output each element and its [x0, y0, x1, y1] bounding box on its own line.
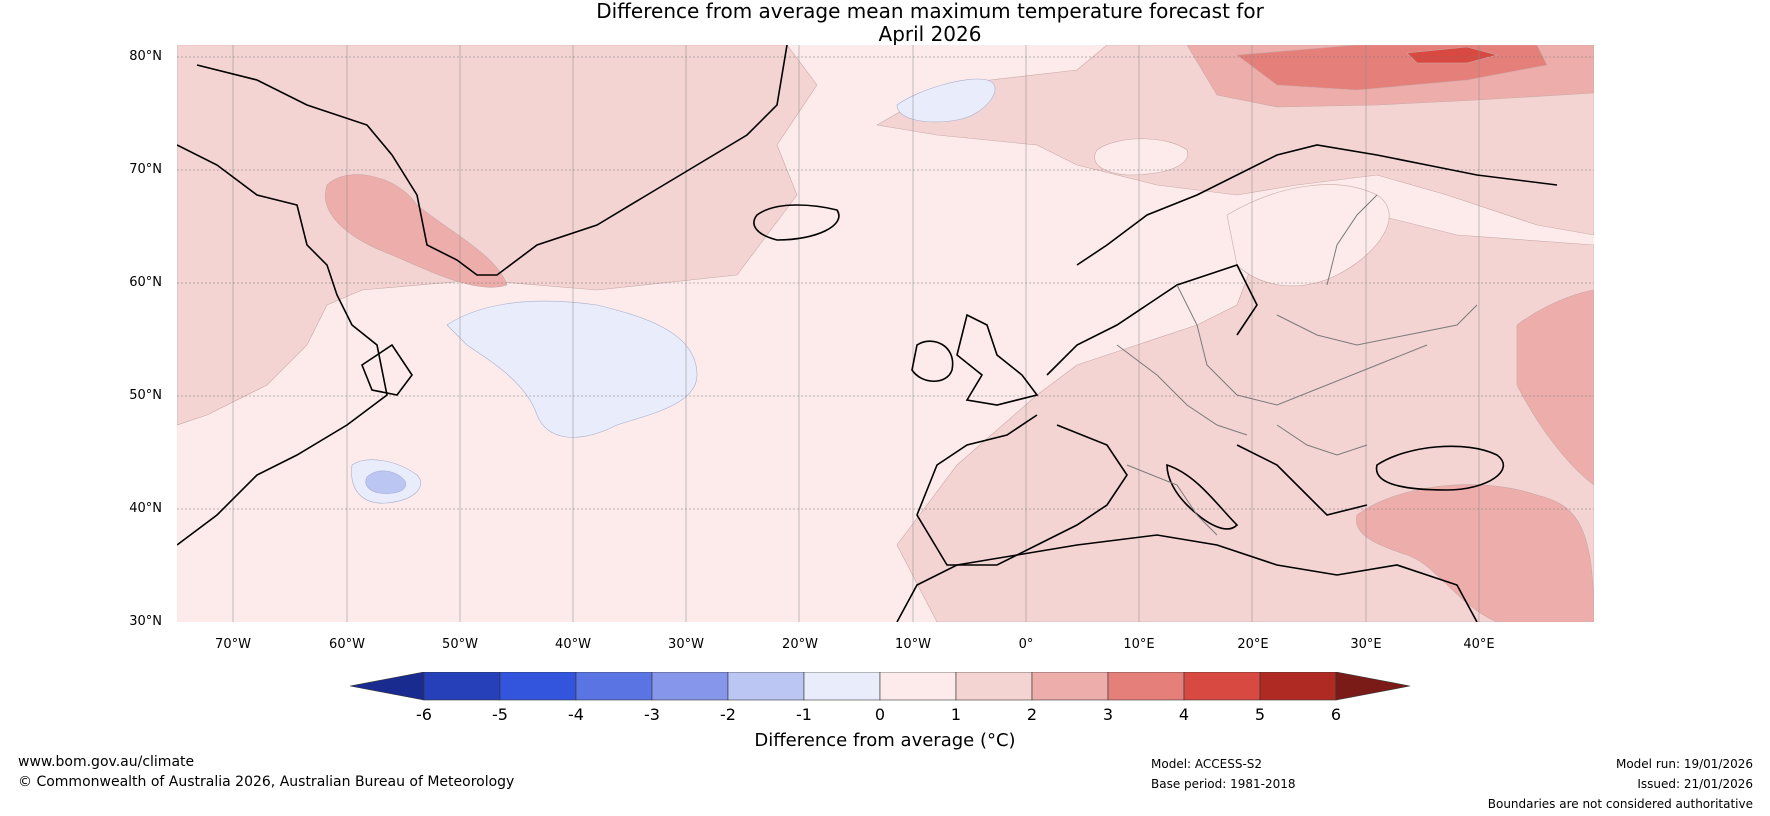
- colorbar-segment: [1183, 672, 1261, 701]
- colorbar-tick-label: -5: [492, 705, 508, 724]
- colorbar-segment: [423, 672, 501, 701]
- lon-label-60w: 60°W: [329, 637, 365, 652]
- anomaly-4-5-northeast: [1406, 46, 1499, 64]
- colorbar-tick-label: -1: [796, 705, 812, 724]
- footer-base-period: Base period: 1981-2018: [1151, 777, 1296, 791]
- colorbar-segment: [955, 672, 1033, 701]
- anomaly-0-1-scandinavia: [1226, 184, 1390, 287]
- lon-label-20w: 20°W: [782, 637, 818, 652]
- anomaly-2-3-labrador: [325, 174, 508, 288]
- lon-label-0: 0°: [1018, 637, 1034, 652]
- colorbar-tick-label: -4: [568, 705, 584, 724]
- lat-label-40n: 40°N: [129, 501, 162, 516]
- lon-label-70w: 70°W: [215, 637, 251, 652]
- colorbar-tick-label: 1: [950, 705, 962, 724]
- colorbar: [350, 672, 1411, 701]
- footer-model: Model: ACCESS-S2: [1151, 757, 1263, 771]
- anomaly-neg1-0-central: [446, 300, 698, 438]
- lat-label-60n: 60°N: [129, 275, 162, 290]
- footer-disclaimer: Boundaries are not considered authoritat…: [1487, 797, 1753, 811]
- black-sea-coast: [1375, 445, 1504, 491]
- meridians: [232, 45, 1480, 622]
- map-title: Difference from average mean maximum tem…: [0, 0, 1770, 46]
- colorbar-tick-label: 6: [1330, 705, 1342, 724]
- lon-label-10w: 10°W: [895, 637, 931, 652]
- colorbar-tick-label: -6: [416, 705, 432, 724]
- anomaly-0-1-arctic-lens: [1094, 138, 1188, 176]
- colorbar-segment: [575, 672, 653, 701]
- colorbar-tick-label: 5: [1254, 705, 1266, 724]
- country-borders: [1116, 194, 1478, 536]
- lon-label-40w: 40°W: [555, 637, 591, 652]
- canada-coast: [177, 144, 388, 546]
- colorbar-segment: [803, 672, 881, 701]
- anomaly-2-3-east: [1356, 484, 1594, 622]
- britain-coast: [956, 313, 1039, 406]
- colorbar-segment: [1259, 672, 1337, 701]
- africa-coast: [896, 534, 1478, 622]
- colorbar-segment: [1031, 672, 1109, 701]
- colorbar-tick-label: 2: [1026, 705, 1038, 724]
- footer-issued: Issued: 21/01/2026: [1637, 777, 1753, 791]
- italy-coast: [1166, 463, 1239, 530]
- colorbar-segment: [651, 672, 729, 701]
- colorbar-tick-label: 0: [874, 705, 886, 724]
- newfoundland-coast: [361, 343, 413, 396]
- iceland-coast: [753, 204, 840, 241]
- lon-label-10e: 10°E: [1123, 637, 1155, 652]
- colorbar-segment: [499, 672, 577, 701]
- anomaly-2-3-russia: [1516, 289, 1594, 486]
- norway-coast: [1076, 144, 1558, 266]
- forecast-map: [177, 45, 1594, 622]
- colorbar-tick-label: 3: [1102, 705, 1114, 724]
- lat-label-70n: 70°N: [129, 162, 162, 177]
- colorbar-extend-low: [350, 672, 425, 701]
- lon-label-20e: 20°E: [1237, 637, 1269, 652]
- footer-copyright: © Commonwealth of Australia 2026, Austra…: [18, 774, 515, 790]
- coastlines: [177, 45, 1558, 622]
- map-svg: [177, 45, 1594, 622]
- anomaly-neg1-0-arctic: [896, 78, 996, 123]
- lat-label-30n: 30°N: [129, 614, 162, 629]
- iberia-coast: [916, 414, 1128, 566]
- colorbar-segment: [879, 672, 957, 701]
- greenland-coast: [196, 45, 788, 276]
- lon-label-50w: 50°W: [442, 637, 478, 652]
- lon-label-30w: 30°W: [668, 637, 704, 652]
- colorbar-segment: [727, 672, 805, 701]
- colorbar-extend-high: [1335, 672, 1411, 701]
- ireland-coast: [911, 340, 954, 383]
- lat-label-80n: 80°N: [129, 49, 162, 64]
- colorbar-label: Difference from average (°C): [754, 730, 1016, 751]
- lat-label-50n: 50°N: [129, 388, 162, 403]
- footer-model-run: Model run: 19/01/2026: [1615, 757, 1753, 771]
- colorbar-tick-label: -3: [644, 705, 660, 724]
- lon-label-30e: 30°E: [1350, 637, 1382, 652]
- colorbar-tick-label: -2: [720, 705, 736, 724]
- colorbar-tick-label: 4: [1178, 705, 1190, 724]
- anomaly-neg2-neg1-west: [365, 470, 406, 494]
- title-line-1: Difference from average mean maximum tem…: [596, 0, 1264, 23]
- graticule: [177, 56, 1594, 510]
- footer-site: www.bom.gov.au/climate: [18, 754, 195, 770]
- balkans-coast: [1236, 444, 1368, 516]
- lon-label-40e: 40°E: [1463, 637, 1495, 652]
- colorbar-segment: [1107, 672, 1185, 701]
- title-line-2: April 2026: [878, 22, 982, 46]
